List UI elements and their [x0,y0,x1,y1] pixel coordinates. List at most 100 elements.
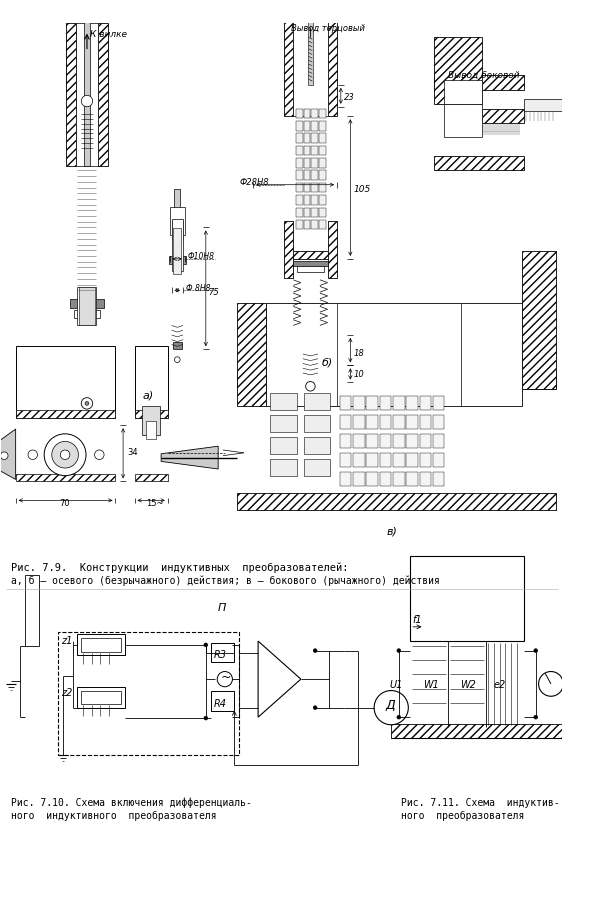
Bar [433,396,444,410]
Bar [74,76,100,84]
Bar [522,251,556,390]
Bar [70,298,104,309]
Bar [297,266,324,273]
Circle shape [81,96,93,107]
Bar [380,453,391,467]
Bar [296,220,303,229]
Text: Вывод боковой: Вывод боковой [448,71,520,80]
Bar [307,0,313,85]
Bar [393,453,405,467]
Bar [319,220,326,229]
Bar [84,14,90,166]
Text: f1: f1 [412,615,422,625]
FancyBboxPatch shape [58,632,239,755]
Bar [304,393,330,410]
Circle shape [313,705,317,709]
Bar [146,422,156,438]
Bar [296,195,303,204]
Bar [304,121,310,131]
Bar [393,396,405,410]
Bar [380,434,391,449]
Bar [319,207,326,217]
Text: ~: ~ [221,670,231,683]
Bar [407,472,418,486]
Bar [304,109,310,118]
Polygon shape [258,641,301,717]
Bar [74,310,100,318]
Bar [79,77,94,94]
Bar [312,109,318,118]
Bar [353,472,365,486]
Bar [301,371,320,377]
Bar [74,153,100,159]
Bar [312,158,318,168]
Circle shape [60,450,70,460]
Text: Рис. 7.10. Схема включения дифференциаль-: Рис. 7.10. Схема включения дифференциаль… [11,798,252,809]
Bar [284,221,293,278]
Text: Ф 8Н8: Ф 8Н8 [186,284,211,293]
Bar [393,472,405,486]
Bar [353,414,365,429]
Circle shape [94,450,104,460]
Bar [211,692,234,710]
Bar [419,396,431,410]
Bar [16,410,116,417]
Bar [25,575,40,646]
Bar [304,414,330,432]
Bar [135,410,168,417]
Bar [525,99,562,111]
Text: ного  индуктивного  преобразователя: ного индуктивного преобразователя [11,811,217,822]
Circle shape [217,671,232,687]
Bar [172,342,182,349]
Circle shape [44,434,86,475]
Bar [270,393,297,410]
Text: R3: R3 [214,650,227,660]
Bar [312,134,318,143]
Bar [337,303,461,406]
Bar [319,195,326,204]
Bar [304,182,310,192]
Bar [304,220,310,229]
Bar [286,98,335,107]
Bar [319,158,326,168]
Bar [407,414,418,429]
Circle shape [539,671,563,696]
Text: 34: 34 [127,449,137,458]
Circle shape [534,716,537,719]
Bar [77,635,125,656]
Polygon shape [74,390,100,401]
Bar [284,0,293,116]
Bar [407,453,418,467]
Bar [304,170,310,180]
Circle shape [28,450,38,460]
Circle shape [306,381,315,391]
Bar [340,396,351,410]
Bar [319,146,326,156]
Bar [66,34,108,91]
Bar [312,220,318,229]
Bar [309,0,312,38]
Text: Вывод торцовый: Вывод торцовый [291,24,365,32]
Text: 105: 105 [353,185,371,194]
Text: Рис. 7.9.  Конструкции  индуктивных  преобразователей:: Рис. 7.9. Конструкции индуктивных преобр… [11,562,349,573]
Circle shape [204,717,208,720]
Bar [304,134,310,143]
Bar [327,0,337,116]
Polygon shape [0,429,16,480]
Text: в): в) [386,527,397,537]
Text: 10: 10 [353,370,364,379]
Bar [481,109,525,122]
Bar [70,354,104,366]
Bar [142,406,160,435]
Circle shape [397,648,401,652]
Bar [270,414,297,432]
Circle shape [81,398,93,409]
Bar [327,221,337,278]
Bar [312,207,318,217]
Bar [433,434,444,449]
Text: Ф10Н8: Ф10Н8 [188,252,215,262]
Bar [312,146,318,156]
Bar [433,453,444,467]
Bar [391,724,567,738]
Bar [16,473,116,482]
